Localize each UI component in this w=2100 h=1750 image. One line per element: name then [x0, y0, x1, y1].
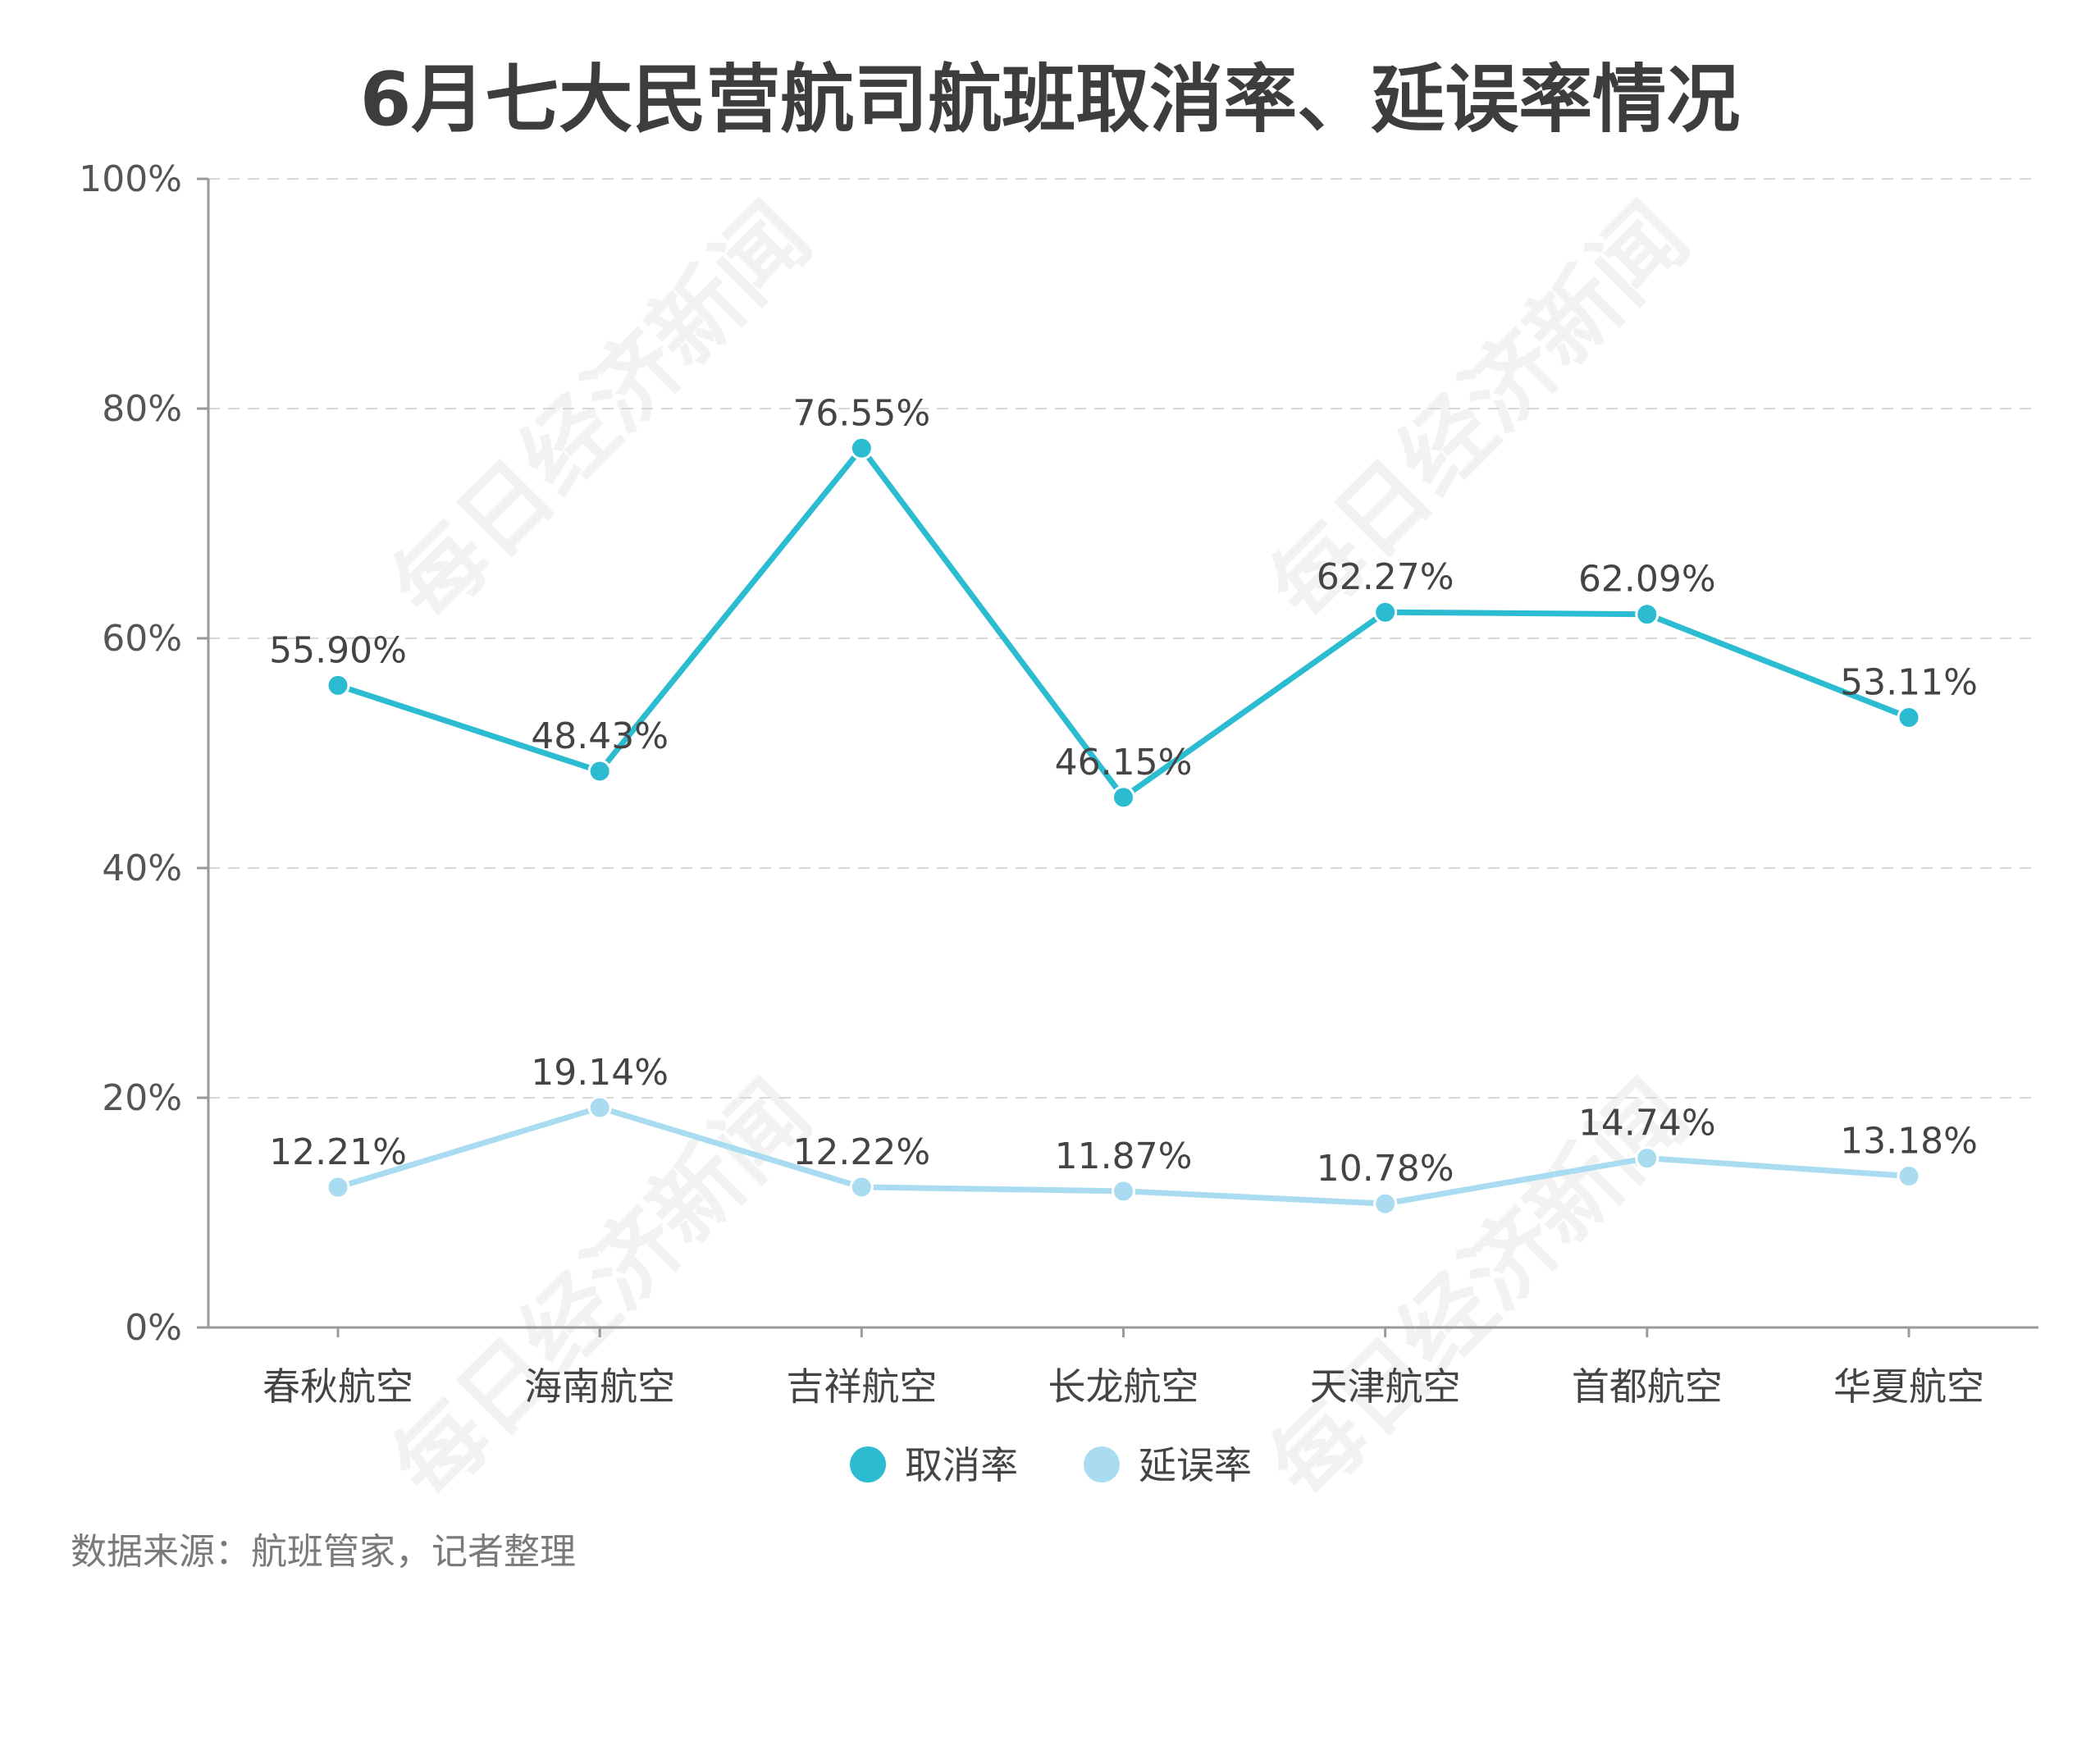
data-point [1635, 602, 1659, 627]
data-label: 11.87% [1055, 1135, 1193, 1177]
data-label: 10.78% [1317, 1148, 1454, 1190]
x-tick-label: 海南航空 [524, 1364, 675, 1409]
data-point [1897, 705, 1921, 729]
data-label: 12.21% [269, 1131, 407, 1173]
chart-title: 6月七大民营航司航班取消率、延误率情况 [360, 57, 1741, 143]
data-label: 12.22% [792, 1131, 930, 1173]
legend-label: 取消率 [905, 1443, 1018, 1487]
data-point [849, 1175, 874, 1199]
x-tick-label: 吉祥航空 [786, 1364, 937, 1409]
grid-lines [208, 178, 2038, 1099]
data-label: 48.43% [531, 715, 669, 757]
y-tick-label: 0% [125, 1307, 182, 1349]
legend-marker [850, 1446, 886, 1483]
data-point [1112, 1179, 1135, 1204]
data-label: 53.11% [1840, 661, 1978, 703]
data-point [1635, 1146, 1659, 1171]
x-tick-label: 天津航空 [1310, 1364, 1461, 1409]
y-tick-label: 60% [102, 618, 182, 660]
y-axis-ticks: 0% 20% 40% 60% 80% 100% [79, 158, 208, 1349]
legend-marker [1084, 1446, 1120, 1483]
data-label: 62.27% [1317, 556, 1454, 598]
series-layer [326, 436, 1921, 1216]
data-label: 62.09% [1578, 559, 1716, 601]
data-point [1897, 1163, 1921, 1188]
y-tick-label: 80% [102, 388, 182, 430]
data-point [326, 1175, 350, 1199]
y-tick-label: 20% [102, 1077, 182, 1119]
data-label: 76.55% [792, 392, 930, 434]
data-labels: 55.90% 48.43% 76.55% 46.15% 62.27% 62.09% 53.1… [269, 392, 1978, 1190]
y-tick-label: 100% [79, 158, 182, 200]
data-label: 55.90% [269, 629, 407, 671]
x-tick-label: 春秋航空 [262, 1364, 413, 1409]
source-note: 数据来源：航班管家，记者整理 [71, 1531, 576, 1573]
data-point [1373, 1191, 1398, 1216]
x-tick-label: 长龙航空 [1048, 1364, 1199, 1409]
watermark-text: 每日经济新闻 [372, 1062, 830, 1519]
data-point [587, 1095, 612, 1120]
data-point [326, 673, 350, 697]
x-tick-label: 首都航空 [1572, 1364, 1723, 1409]
data-label: 46.15% [1055, 742, 1193, 784]
data-point [1373, 600, 1398, 624]
x-tick-label: 华夏航空 [1833, 1364, 1984, 1409]
x-axis-ticks: 春秋航空 海南航空 吉祥航空 长龙航空 天津航空 首都航空 华夏航空 [262, 1327, 1984, 1409]
data-point [587, 759, 612, 784]
data-point [849, 436, 874, 460]
data-point [1112, 785, 1135, 810]
data-label: 14.74% [1578, 1103, 1716, 1145]
y-tick-label: 40% [102, 848, 182, 889]
data-label: 13.18% [1840, 1120, 1978, 1162]
legend: 取消率 延误率 [850, 1443, 1252, 1487]
legend-label: 延误率 [1139, 1443, 1252, 1487]
data-label: 19.14% [531, 1052, 669, 1094]
